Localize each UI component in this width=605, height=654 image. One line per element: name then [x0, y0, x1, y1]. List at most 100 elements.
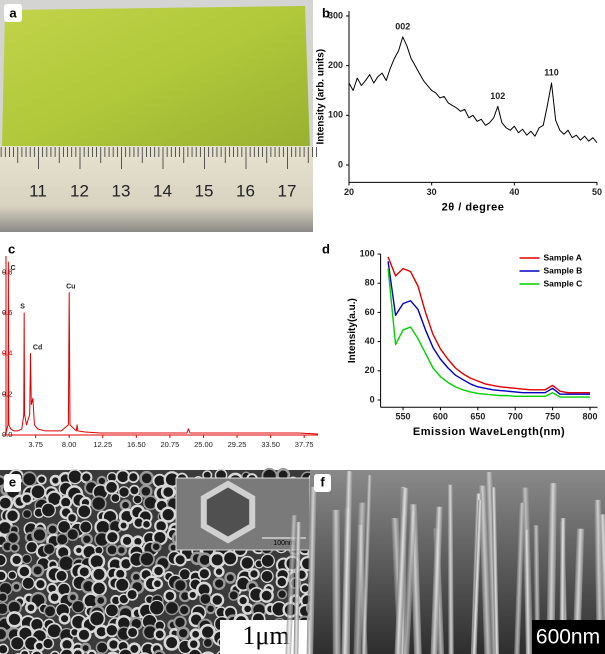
panel-label-box — [4, 474, 21, 492]
panel-label: a — [9, 5, 17, 20]
ring — [0, 553, 7, 567]
ring — [71, 647, 85, 654]
rod — [430, 506, 443, 654]
panel-label-box — [318, 5, 334, 23]
y-tick-label: 60 — [365, 307, 375, 317]
legend-label: Sample C — [544, 278, 583, 288]
rod — [471, 500, 483, 654]
panel-label-box — [314, 474, 331, 492]
rod — [285, 515, 297, 654]
ring — [0, 569, 8, 582]
ring — [88, 552, 106, 570]
ruler-number: 16 — [236, 181, 255, 200]
ring — [127, 471, 140, 484]
annotation: Cd — [33, 344, 42, 351]
ring — [10, 553, 24, 567]
ring — [189, 628, 202, 641]
ring — [25, 601, 37, 614]
x-tick-label: 20 — [344, 187, 354, 197]
ring — [30, 563, 45, 578]
x-tick-label: 40 — [509, 187, 519, 197]
ring — [76, 627, 92, 643]
x-axis-label: Emission WaveLength(nm) — [413, 426, 565, 438]
data-line — [387, 256, 591, 394]
ruler — [0, 146, 313, 232]
ring — [5, 508, 20, 524]
ring — [275, 575, 288, 589]
ring — [222, 550, 238, 567]
ring — [115, 544, 128, 556]
ring — [187, 637, 200, 651]
ring — [42, 542, 56, 556]
ring — [248, 568, 260, 580]
ring — [50, 650, 60, 654]
ring — [88, 610, 106, 627]
ring — [40, 502, 56, 518]
x-tick-label: 12.25 — [93, 440, 112, 449]
ring — [210, 593, 225, 608]
ring — [76, 503, 92, 519]
ring — [6, 611, 23, 628]
y-axis-label: Intensity(a.u.) — [347, 298, 358, 363]
data-line — [387, 261, 591, 395]
ruler-number: 15 — [195, 181, 214, 200]
ring — [151, 564, 166, 578]
ring — [199, 592, 212, 606]
ring — [30, 483, 46, 500]
ring — [80, 642, 92, 654]
ring — [141, 519, 152, 530]
rod — [546, 483, 558, 654]
rod — [353, 502, 367, 654]
ring — [105, 530, 120, 545]
annotation: S — [20, 304, 25, 311]
ring — [173, 578, 188, 593]
rod — [523, 529, 531, 654]
ring — [115, 469, 131, 485]
ring — [86, 649, 97, 654]
ring — [104, 603, 120, 618]
data-line — [5, 261, 319, 435]
ring — [178, 604, 191, 617]
ring — [0, 626, 9, 642]
y-tick-label: 20 — [365, 365, 375, 375]
rod — [394, 488, 409, 654]
x-axis-label: 2θ / degree — [442, 201, 505, 213]
ring — [21, 553, 33, 565]
x-tick-label: 25.00 — [194, 440, 213, 449]
nanorods — [285, 471, 605, 654]
ring — [7, 570, 18, 581]
ring — [118, 520, 129, 531]
rod — [598, 514, 605, 654]
rod — [447, 484, 454, 654]
y-tick-label: 0 — [370, 394, 375, 404]
ring — [79, 520, 93, 534]
ring — [48, 590, 62, 604]
ring — [54, 569, 69, 583]
panel-label: c — [8, 241, 15, 256]
ring — [173, 553, 187, 567]
ring — [260, 553, 275, 568]
x-tick-label: 3.75 — [28, 440, 43, 449]
x-tick-label: 550 — [396, 412, 411, 422]
ring — [94, 594, 107, 607]
ring — [151, 578, 164, 590]
x-tick-label: 750 — [545, 412, 560, 422]
panel-label: e — [9, 474, 16, 489]
ring — [9, 635, 25, 651]
y-tick-label: 40 — [365, 336, 375, 346]
ring — [55, 533, 69, 546]
rod — [491, 487, 500, 654]
ring — [118, 486, 130, 498]
ring — [67, 591, 79, 604]
ring — [114, 577, 130, 593]
ring — [127, 642, 141, 654]
legend-label: Sample A — [544, 252, 582, 262]
ring — [67, 469, 83, 485]
y-axis-label: Intensity (arb. units) — [316, 49, 327, 145]
ring — [46, 523, 59, 536]
ring — [9, 542, 20, 553]
y-tick-label: 0.2 — [2, 389, 12, 398]
data-line — [348, 36, 598, 143]
rod — [331, 509, 341, 654]
